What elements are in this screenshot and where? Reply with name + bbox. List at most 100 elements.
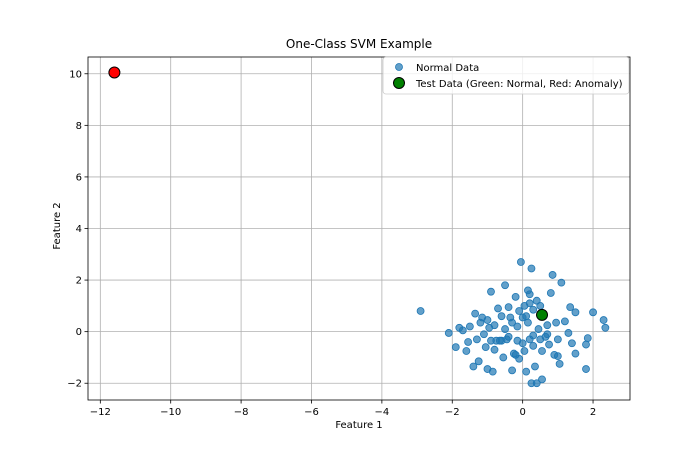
legend: Normal Data Test Data (Green: Normal, Re… — [382, 56, 630, 95]
y-tick-label: −2 — [67, 379, 82, 390]
normal-data-point — [527, 264, 536, 273]
normal-data-point — [532, 379, 541, 388]
normal-data-point — [462, 347, 471, 355]
x-tick-label: 2 — [590, 407, 596, 418]
normal-data-point — [555, 359, 564, 368]
x-tick-label: −12 — [90, 407, 111, 418]
normal-data-point — [553, 335, 562, 344]
x-tick-label: −8 — [234, 407, 249, 418]
legend-label-test-data: Test Data (Green: Normal, Red: Anomaly) — [415, 79, 623, 90]
normal-data-point — [494, 304, 502, 313]
normal-data-point — [582, 365, 590, 373]
normal-data-point — [481, 343, 490, 352]
normal-data-point — [568, 339, 576, 348]
x-tick-label: −6 — [304, 407, 319, 418]
normal-data-point — [601, 323, 610, 332]
normal-data-point — [458, 326, 467, 335]
normal-data-point — [488, 367, 497, 376]
normal-data-point — [564, 329, 573, 337]
normal-data-point — [557, 278, 566, 287]
normal-data-point — [525, 299, 534, 308]
normal-data-point — [508, 318, 516, 327]
normal-data-point — [583, 334, 592, 343]
normal-data-point — [473, 335, 481, 344]
normal-data-point — [529, 331, 538, 340]
test-point-normal — [536, 308, 549, 321]
normal-data-point — [534, 325, 543, 333]
normal-data-point — [571, 349, 580, 358]
axis-ticks: −12 −10 −8 −6 −4 −2 0 2 −2 0 2 4 6 8 10 — [67, 69, 596, 418]
normal-data-point — [538, 347, 546, 355]
plot-area-frame — [87, 56, 631, 401]
normal-data-point — [545, 340, 553, 349]
y-axis-title: Feature 2 — [52, 202, 63, 249]
normal-data-point — [501, 325, 509, 333]
y-tick-label: 6 — [76, 172, 82, 183]
normal-data-point — [536, 301, 545, 310]
x-tick-label: −4 — [375, 407, 390, 418]
normal-data-point — [525, 290, 534, 299]
normal-data-point — [560, 317, 569, 326]
normal-data-point — [487, 287, 495, 296]
normal-data-point — [520, 347, 529, 355]
normal-data-point — [465, 322, 474, 331]
normal-data-point — [508, 366, 516, 375]
normal-data-point — [548, 271, 557, 279]
normal-data-point — [511, 350, 520, 359]
normal-data-point — [543, 330, 552, 339]
normal-data-point — [444, 329, 453, 337]
normal-data-point — [504, 303, 513, 312]
chart-title: One-Class SVM Example — [286, 37, 432, 51]
normal-data-point — [416, 307, 425, 315]
x-tick-label: 0 — [519, 407, 525, 418]
y-tick-label: 4 — [76, 224, 82, 235]
normal-data-point — [474, 357, 483, 366]
normal-data-point — [511, 292, 520, 301]
y-tick-label: 10 — [69, 69, 82, 80]
data-points — [108, 66, 610, 388]
normal-data-point — [515, 307, 524, 315]
normal-data-point — [552, 318, 560, 327]
normal-data-point — [516, 258, 525, 266]
x-axis-title: Feature 1 — [335, 420, 382, 431]
normal-data-point — [501, 281, 509, 290]
normal-data-point — [543, 321, 552, 330]
normal-data-point — [490, 345, 499, 354]
normal-data-point — [480, 330, 488, 339]
normal-data-point — [497, 312, 506, 321]
normal-data-point — [599, 316, 608, 324]
normal-data-point — [522, 367, 531, 376]
normal-data-point — [451, 343, 460, 352]
y-tick-label: 0 — [76, 327, 82, 338]
x-tick-label: −10 — [160, 407, 181, 418]
normal-data-point — [546, 289, 555, 297]
legend-label-normal-data: Normal Data — [416, 63, 479, 74]
test-point-anomaly — [108, 66, 121, 79]
x-tick-label: −2 — [445, 407, 460, 418]
normal-data-point — [538, 375, 546, 384]
normal-data-point — [553, 352, 562, 361]
normal-data-point — [497, 336, 506, 345]
normal-data-point — [499, 353, 508, 362]
normal-data-point — [589, 308, 597, 317]
normal-data-point — [490, 321, 499, 330]
y-tick-label: 2 — [76, 276, 82, 287]
normal-data-point — [529, 341, 538, 350]
normal-data-point — [524, 318, 532, 327]
normal-data-point — [571, 308, 580, 317]
legend-marker-test-data — [393, 77, 405, 89]
normal-data-point — [582, 340, 590, 349]
normal-data-point — [518, 339, 527, 348]
normal-data-point — [513, 322, 522, 331]
normal-data-point — [469, 362, 478, 371]
normal-data-point — [471, 309, 480, 318]
normal-data-point — [483, 316, 492, 324]
legend-marker-normal-data — [395, 63, 403, 71]
y-tick-label: 8 — [76, 121, 82, 132]
normal-data-point — [566, 303, 575, 312]
normal-data-point — [464, 338, 473, 346]
normal-data-point — [504, 332, 513, 341]
normal-data-point — [529, 305, 538, 314]
normal-data-point — [531, 362, 539, 371]
